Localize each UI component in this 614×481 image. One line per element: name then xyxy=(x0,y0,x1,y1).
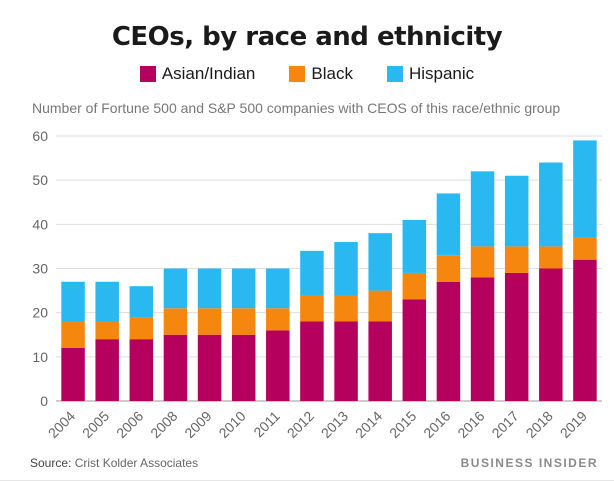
bar-black-2005 xyxy=(95,321,119,340)
bar-black-2011 xyxy=(266,308,290,331)
bar-black-2016 xyxy=(470,246,495,278)
bar-asian-indian-2019 xyxy=(573,259,597,401)
bar-asian-indian-2018 xyxy=(539,268,563,401)
x-tick-label: 2013 xyxy=(318,408,351,441)
bar-asian-indian-2005 xyxy=(95,339,119,401)
bar-hispanic-2004 xyxy=(61,281,85,322)
bar-black-2010 xyxy=(231,308,256,335)
bar-black-2012 xyxy=(300,295,324,322)
legend-item-hispanic: Hispanic xyxy=(386,64,475,84)
x-tick-label: 2006 xyxy=(113,408,146,441)
bar-hispanic-2009 xyxy=(197,268,222,309)
bar-asian-indian-2013 xyxy=(334,321,358,401)
bar-asian-indian-2014 xyxy=(368,321,392,401)
bar-black-2015 xyxy=(402,272,427,300)
bar-hispanic-2006 xyxy=(129,286,154,318)
x-tick-label: 2016 xyxy=(454,408,487,441)
bar-asian-indian-2006 xyxy=(129,339,154,401)
bar-black-2009 xyxy=(197,308,222,335)
x-tick-label: 2014 xyxy=(352,408,385,441)
bar-black-2016 xyxy=(436,255,461,282)
y-tick-label: 0 xyxy=(40,393,48,409)
bar-asian-indian-2016 xyxy=(470,277,495,401)
bar-black-2006 xyxy=(129,317,154,340)
brand-logo: BUSINESS INSIDER xyxy=(460,456,598,470)
bar-asian-indian-2011 xyxy=(266,330,290,401)
y-tick-label: 20 xyxy=(32,305,48,321)
x-tick-label: 2012 xyxy=(284,408,317,441)
legend-label-asian-indian: Asian/Indian xyxy=(161,64,256,83)
source-text: Crist Kolder Associates xyxy=(74,456,199,470)
bar-hispanic-2008 xyxy=(163,268,188,309)
x-tick-label: 2016 xyxy=(420,408,453,441)
y-tick-label: 40 xyxy=(32,216,48,232)
bar-asian-indian-2015 xyxy=(402,299,427,401)
bar-hispanic-2019 xyxy=(573,140,597,238)
bar-hispanic-2014 xyxy=(368,233,392,291)
x-tick-label: 2010 xyxy=(215,408,248,441)
bar-black-2008 xyxy=(163,308,188,335)
y-tick-label: 50 xyxy=(32,172,48,188)
legend-label-black: Black xyxy=(311,64,353,83)
legend: Asian/Indian Black Hispanic xyxy=(0,64,614,84)
x-tick-label: 2011 xyxy=(250,408,283,441)
bar-black-2017 xyxy=(504,246,529,273)
legend-swatch-black xyxy=(289,66,306,82)
y-tick-label: 30 xyxy=(32,261,48,277)
bar-black-2019 xyxy=(573,237,597,260)
bar-asian-indian-2017 xyxy=(504,272,529,401)
bar-asian-indian-2009 xyxy=(197,334,222,401)
bar-hispanic-2016 xyxy=(436,193,461,256)
x-tick-label: 2017 xyxy=(488,408,521,441)
source-note: Source: Crist Kolder Associates xyxy=(30,456,198,470)
x-tick-label: 2018 xyxy=(523,408,556,441)
bar-hispanic-2013 xyxy=(334,242,358,295)
x-tick-label: 2004 xyxy=(45,408,78,441)
legend-swatch-asian-indian xyxy=(139,66,156,82)
bar-asian-indian-2008 xyxy=(163,334,188,401)
bar-black-2014 xyxy=(368,290,392,322)
bar-hispanic-2012 xyxy=(300,250,324,295)
source-label: Source: xyxy=(30,456,72,470)
bar-hispanic-2005 xyxy=(95,281,119,322)
y-tick-label: 10 xyxy=(32,349,48,365)
y-tick-label: 60 xyxy=(32,128,48,144)
bar-hispanic-2016 xyxy=(470,171,495,247)
bar-hispanic-2010 xyxy=(231,268,256,309)
chart-title: CEOs, by race and ethnicity xyxy=(111,22,503,52)
bar-hispanic-2015 xyxy=(402,219,427,273)
legend-swatch-hispanic xyxy=(386,66,403,82)
x-tick-label: 2009 xyxy=(181,408,214,441)
bar-asian-indian-2010 xyxy=(231,334,256,401)
bar-black-2004 xyxy=(61,321,85,348)
legend-item-black: Black xyxy=(289,64,353,84)
bar-asian-indian-2012 xyxy=(300,321,324,401)
x-tick-label: 2008 xyxy=(147,408,180,441)
x-tick-label: 2019 xyxy=(557,408,590,441)
bar-asian-indian-2016 xyxy=(436,281,461,401)
bar-hispanic-2018 xyxy=(539,162,563,247)
legend-label-hispanic: Hispanic xyxy=(408,64,475,83)
legend-item-asian-indian: Asian/Indian xyxy=(139,64,256,84)
x-tick-label: 2015 xyxy=(386,408,419,441)
bar-black-2018 xyxy=(539,246,563,269)
bar-hispanic-2011 xyxy=(266,268,290,309)
bar-asian-indian-2004 xyxy=(61,348,85,401)
chart-subtitle: Number of Fortune 500 and S&P 500 compan… xyxy=(32,100,561,116)
x-tick-label: 2005 xyxy=(79,408,112,441)
bar-hispanic-2017 xyxy=(504,175,529,247)
bar-black-2013 xyxy=(334,295,358,322)
